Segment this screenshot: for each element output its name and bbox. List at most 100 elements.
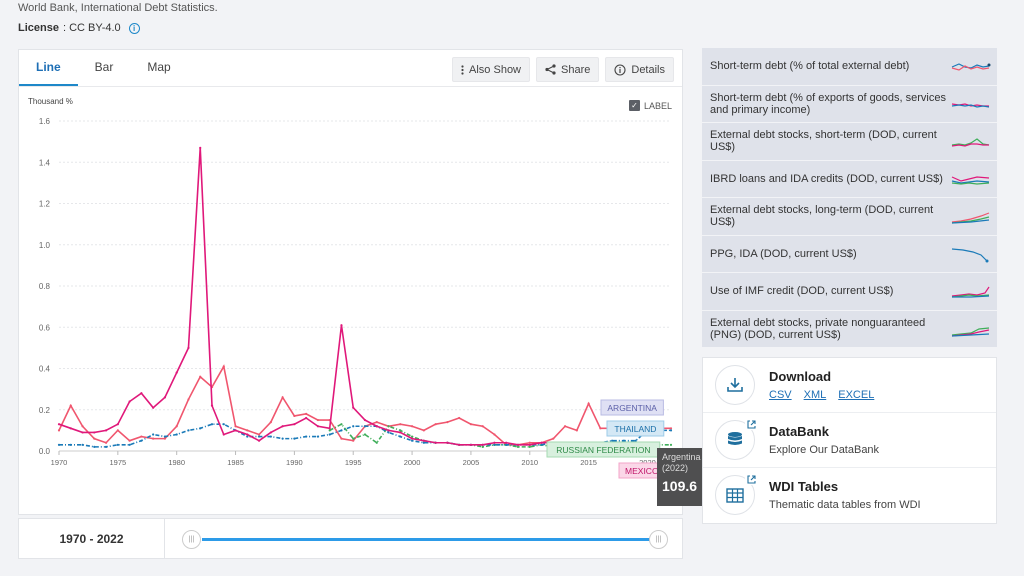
data-point — [104, 441, 108, 444]
data-point — [575, 429, 578, 432]
share-label: Share — [561, 63, 591, 76]
indicator-item[interactable]: External debt stocks, private nonguarant… — [702, 310, 997, 348]
info-icon[interactable]: i — [128, 22, 140, 34]
indicator-label: IBRD loans and IDA credits (DOD, current… — [710, 172, 943, 185]
indicator-label: Use of IMF credit (DOD, current US$) — [710, 285, 894, 298]
indicator-item[interactable]: PPG, IDA (DOD, current US$) — [702, 235, 997, 273]
tooltip-country: Argentina — [662, 452, 701, 462]
indicator-label: Short-term debt (% of total external deb… — [710, 60, 910, 73]
sparkline-icon — [951, 286, 990, 298]
data-point — [552, 437, 555, 440]
tab-bar[interactable]: Bar — [94, 60, 114, 74]
data-point — [599, 427, 602, 430]
label-toggle[interactable]: ✓ LABEL — [628, 100, 672, 111]
indicator-item[interactable]: Short-term debt (% of exports of goods, … — [702, 85, 997, 123]
tab-divider — [19, 86, 682, 87]
data-point — [422, 429, 425, 432]
share-icon — [545, 64, 556, 75]
share-button[interactable]: Share — [536, 57, 600, 82]
download-links: CSV XML EXCEL — [769, 389, 874, 401]
data-point — [246, 429, 249, 432]
tab-line[interactable]: Line — [19, 50, 78, 86]
x-tick-label: 2010 — [521, 458, 538, 467]
download-csv-link[interactable]: CSV — [769, 389, 792, 401]
checkbox-checked-icon[interactable]: ✓ — [628, 100, 640, 111]
download-excel-link[interactable]: EXCEL — [838, 389, 875, 401]
also-show-button[interactable]: Also Show — [452, 57, 531, 82]
series-line — [58, 147, 624, 446]
download-xml-link[interactable]: XML — [803, 389, 827, 401]
data-point — [469, 443, 473, 446]
indicator-item[interactable]: External debt stocks, long-term (DOD, cu… — [702, 198, 997, 236]
data-point — [163, 437, 167, 440]
y-tick-label: 0.6 — [39, 323, 51, 332]
data-point — [222, 433, 225, 436]
line-chart: 0.0 0.2 0.4 0.6 0.8 1.0 1.2 1.4 1.6 1970 1975 1980 1… — [39, 117, 673, 479]
data-point — [422, 439, 425, 442]
year-range-label: 1970 - 2022 — [19, 519, 165, 558]
data-point — [340, 429, 343, 432]
data-point — [410, 425, 414, 428]
data-point — [93, 431, 96, 434]
data-point — [187, 429, 190, 432]
data-point — [434, 441, 437, 444]
year-range-track[interactable] — [202, 538, 654, 541]
data-point — [163, 435, 167, 438]
y-tick-label: 0.8 — [39, 282, 51, 291]
data-point — [281, 396, 284, 399]
data-point — [505, 443, 508, 446]
y-tick-label: 0.0 — [39, 447, 51, 456]
chart-panel: Line Bar Map Also Show Share Details Tho… — [18, 49, 683, 515]
series-label: THAILAND — [614, 424, 656, 434]
wdi-tables-subtitle: Thematic data tables from WDI — [769, 499, 921, 511]
sparkline-icon — [951, 212, 990, 224]
data-point — [528, 445, 531, 448]
databank-link[interactable]: DataBank Explore Our DataBank — [703, 413, 996, 468]
data-point — [505, 441, 508, 444]
chart-toolbar: Also Show Share Details — [452, 57, 674, 82]
data-point — [293, 414, 296, 418]
data-point — [163, 396, 167, 399]
data-point — [210, 404, 214, 407]
range-start-handle[interactable]: ||| — [182, 530, 201, 549]
data-point — [104, 445, 108, 448]
indicator-item[interactable]: Use of IMF credit (DOD, current US$) — [702, 273, 997, 311]
data-point — [281, 437, 284, 440]
data-point — [352, 437, 355, 440]
data-point — [669, 427, 673, 430]
tab-map[interactable]: Map — [147, 60, 171, 74]
data-point — [493, 443, 496, 446]
data-point — [222, 423, 225, 426]
data-point — [140, 392, 143, 395]
indicator-item[interactable]: Short-term debt (% of total external deb… — [702, 48, 997, 86]
x-tick-label: 2015 — [580, 458, 597, 467]
data-point — [363, 433, 367, 436]
data-point — [116, 429, 119, 432]
data-point — [481, 443, 484, 446]
vertical-dots-icon — [461, 64, 464, 75]
data-point — [387, 431, 390, 434]
data-point — [128, 439, 131, 442]
data-point — [222, 365, 225, 368]
sparkline-icon — [951, 247, 989, 262]
indicator-label: External debt stocks, short-term (DOD, c… — [710, 129, 937, 154]
data-point — [328, 427, 331, 430]
data-point — [128, 400, 131, 403]
license: License : CC BY-4.0 i — [18, 22, 140, 34]
year-range-bar: 1970 - 2022 ||| ||| — [18, 518, 683, 559]
data-point — [481, 425, 484, 428]
details-button[interactable]: Details — [605, 57, 674, 82]
data-point — [246, 433, 249, 436]
data-point — [622, 439, 626, 442]
data-point — [269, 421, 272, 424]
data-point — [210, 423, 214, 426]
data-point — [375, 425, 378, 428]
data-point — [399, 435, 402, 438]
wdi-tables-link[interactable]: WDI Tables Thematic data tables from WDI — [703, 468, 996, 523]
indicator-item[interactable]: IBRD loans and IDA credits (DOD, current… — [702, 160, 997, 198]
data-point — [563, 425, 567, 428]
x-tick-label: 1980 — [168, 458, 185, 467]
indicator-item[interactable]: External debt stocks, short-term (DOD, c… — [702, 123, 997, 161]
range-end-handle[interactable]: ||| — [649, 530, 668, 549]
data-point — [587, 402, 590, 405]
